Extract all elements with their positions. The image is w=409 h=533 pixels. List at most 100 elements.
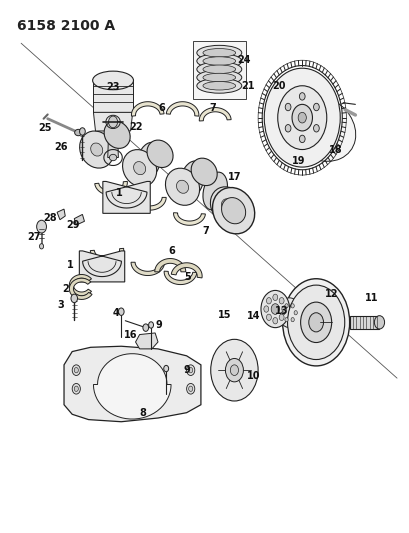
Polygon shape	[133, 197, 166, 210]
Text: 8: 8	[139, 408, 146, 418]
Ellipse shape	[72, 383, 80, 394]
Ellipse shape	[263, 306, 268, 312]
Ellipse shape	[313, 103, 319, 111]
Polygon shape	[79, 251, 124, 282]
Ellipse shape	[291, 104, 312, 131]
Text: 2: 2	[63, 284, 69, 294]
Polygon shape	[166, 102, 198, 116]
Ellipse shape	[292, 306, 308, 328]
Ellipse shape	[72, 365, 80, 375]
Ellipse shape	[299, 93, 304, 100]
Ellipse shape	[147, 140, 173, 167]
Ellipse shape	[188, 368, 192, 373]
Text: 24: 24	[236, 55, 250, 65]
Text: 18: 18	[328, 144, 342, 155]
Ellipse shape	[285, 103, 290, 111]
Ellipse shape	[284, 297, 315, 337]
Ellipse shape	[272, 294, 277, 301]
Ellipse shape	[165, 168, 199, 205]
Polygon shape	[93, 354, 171, 419]
Ellipse shape	[261, 290, 289, 328]
Ellipse shape	[225, 359, 243, 382]
Ellipse shape	[133, 161, 145, 175]
Ellipse shape	[285, 125, 290, 132]
Ellipse shape	[74, 386, 78, 391]
Ellipse shape	[281, 311, 284, 315]
Text: 25: 25	[38, 123, 52, 133]
Polygon shape	[131, 262, 164, 276]
Ellipse shape	[148, 322, 153, 328]
Ellipse shape	[266, 314, 271, 320]
Polygon shape	[69, 274, 91, 296]
Ellipse shape	[279, 297, 283, 304]
Polygon shape	[131, 102, 164, 116]
Polygon shape	[108, 122, 118, 158]
Text: 12: 12	[324, 289, 337, 299]
Text: 17: 17	[227, 172, 240, 182]
Polygon shape	[154, 259, 185, 272]
Ellipse shape	[221, 199, 233, 212]
Ellipse shape	[109, 155, 117, 161]
Ellipse shape	[293, 311, 297, 315]
Text: 5: 5	[184, 272, 191, 282]
Ellipse shape	[308, 313, 323, 332]
Polygon shape	[164, 271, 196, 285]
Text: 6158 2100 A: 6158 2100 A	[17, 19, 115, 33]
Ellipse shape	[94, 124, 118, 161]
Ellipse shape	[108, 116, 117, 128]
Polygon shape	[64, 346, 200, 422]
Text: 9: 9	[183, 365, 189, 375]
Ellipse shape	[210, 187, 244, 224]
Text: 11: 11	[364, 293, 378, 303]
Polygon shape	[69, 278, 92, 300]
Ellipse shape	[297, 110, 321, 142]
Polygon shape	[199, 108, 231, 121]
Ellipse shape	[176, 180, 188, 193]
Ellipse shape	[230, 365, 238, 375]
Ellipse shape	[373, 316, 384, 329]
Text: 15: 15	[217, 310, 231, 320]
Polygon shape	[103, 181, 150, 213]
Ellipse shape	[196, 70, 241, 85]
Ellipse shape	[196, 62, 241, 77]
Ellipse shape	[188, 386, 192, 391]
Ellipse shape	[196, 78, 241, 93]
Polygon shape	[171, 263, 202, 278]
Ellipse shape	[264, 68, 339, 167]
Polygon shape	[349, 316, 379, 329]
Ellipse shape	[313, 125, 319, 132]
Text: 9: 9	[155, 320, 162, 330]
Polygon shape	[94, 181, 127, 195]
Ellipse shape	[202, 49, 235, 57]
Ellipse shape	[277, 86, 326, 150]
Ellipse shape	[39, 244, 43, 249]
Ellipse shape	[279, 314, 283, 320]
Ellipse shape	[143, 324, 148, 332]
Ellipse shape	[90, 143, 103, 156]
Ellipse shape	[104, 121, 130, 148]
Text: 26: 26	[54, 142, 68, 152]
Polygon shape	[57, 209, 65, 220]
Ellipse shape	[290, 304, 294, 308]
Polygon shape	[192, 41, 245, 99]
Ellipse shape	[287, 285, 344, 360]
Text: 29: 29	[67, 220, 80, 230]
Ellipse shape	[179, 161, 204, 199]
Text: 6: 6	[168, 246, 175, 255]
Polygon shape	[93, 112, 133, 131]
Ellipse shape	[299, 135, 304, 143]
Ellipse shape	[186, 365, 194, 375]
Ellipse shape	[163, 366, 168, 372]
Ellipse shape	[122, 150, 156, 187]
Ellipse shape	[196, 45, 241, 60]
Ellipse shape	[196, 54, 241, 68]
Ellipse shape	[284, 318, 288, 322]
Text: 14: 14	[247, 311, 260, 321]
Ellipse shape	[36, 220, 46, 233]
Ellipse shape	[202, 172, 227, 210]
Ellipse shape	[210, 340, 258, 401]
Ellipse shape	[71, 294, 77, 303]
Text: 22: 22	[128, 122, 142, 132]
Text: 16: 16	[124, 329, 137, 340]
Text: 23: 23	[106, 82, 119, 92]
